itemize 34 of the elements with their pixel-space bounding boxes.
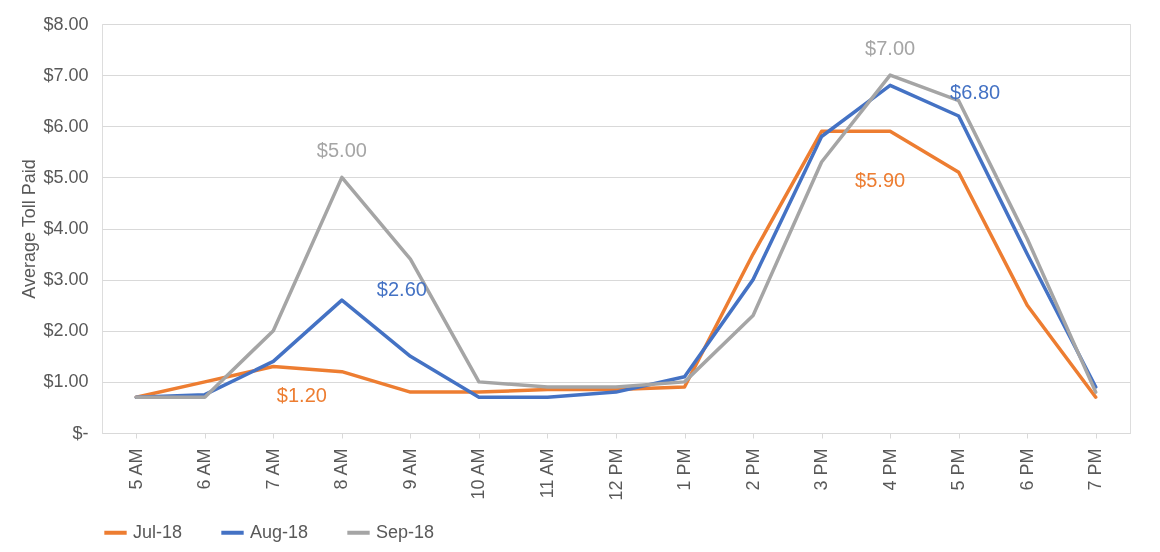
y-tick-label: $- xyxy=(72,422,89,443)
y-tick-label: $2.00 xyxy=(43,320,89,341)
legend-label: Sep-18 xyxy=(376,521,435,542)
legend-label: Jul-18 xyxy=(133,521,183,542)
y-tick-label: $6.00 xyxy=(43,115,89,136)
x-tick-label: 5 PM xyxy=(948,448,969,491)
x-tick-label: 4 PM xyxy=(879,448,900,491)
x-tick-label: 12 PM xyxy=(605,448,626,501)
x-tick-label: 3 PM xyxy=(811,448,832,491)
x-tick-label: 7 AM xyxy=(262,448,283,490)
annotation: $1.20 xyxy=(276,383,327,406)
x-tick-label: 8 AM xyxy=(331,448,352,490)
x-tick-label: 11 AM xyxy=(536,448,557,499)
y-tick-label: $8.00 xyxy=(43,13,89,34)
annotation: $7.00 xyxy=(865,37,916,60)
annotation: $2.60 xyxy=(376,278,427,301)
x-tick-label: 5 AM xyxy=(125,448,146,490)
x-tick-label: 6 AM xyxy=(194,448,215,490)
y-axis-title: Average Toll Paid xyxy=(19,159,40,299)
x-tick-label: 10 AM xyxy=(468,448,489,500)
x-tick-label: 6 PM xyxy=(1016,448,1037,491)
legend-label: Aug-18 xyxy=(250,521,309,542)
x-tick-label: 9 AM xyxy=(399,448,420,490)
y-tick-label: $4.00 xyxy=(43,218,89,238)
y-tick-label: $5.00 xyxy=(43,166,89,187)
annotation: $5.00 xyxy=(316,139,367,162)
x-tick-label: 1 PM xyxy=(674,448,695,491)
annotation: $6.80 xyxy=(950,81,1001,104)
y-tick-label: $7.00 xyxy=(43,64,89,85)
x-tick-label: 2 PM xyxy=(742,448,763,491)
x-tick-label: 7 PM xyxy=(1085,448,1106,491)
y-tick-label: $3.00 xyxy=(43,269,89,290)
annotation: $5.90 xyxy=(855,169,906,192)
y-tick-label: $1.00 xyxy=(43,371,89,392)
